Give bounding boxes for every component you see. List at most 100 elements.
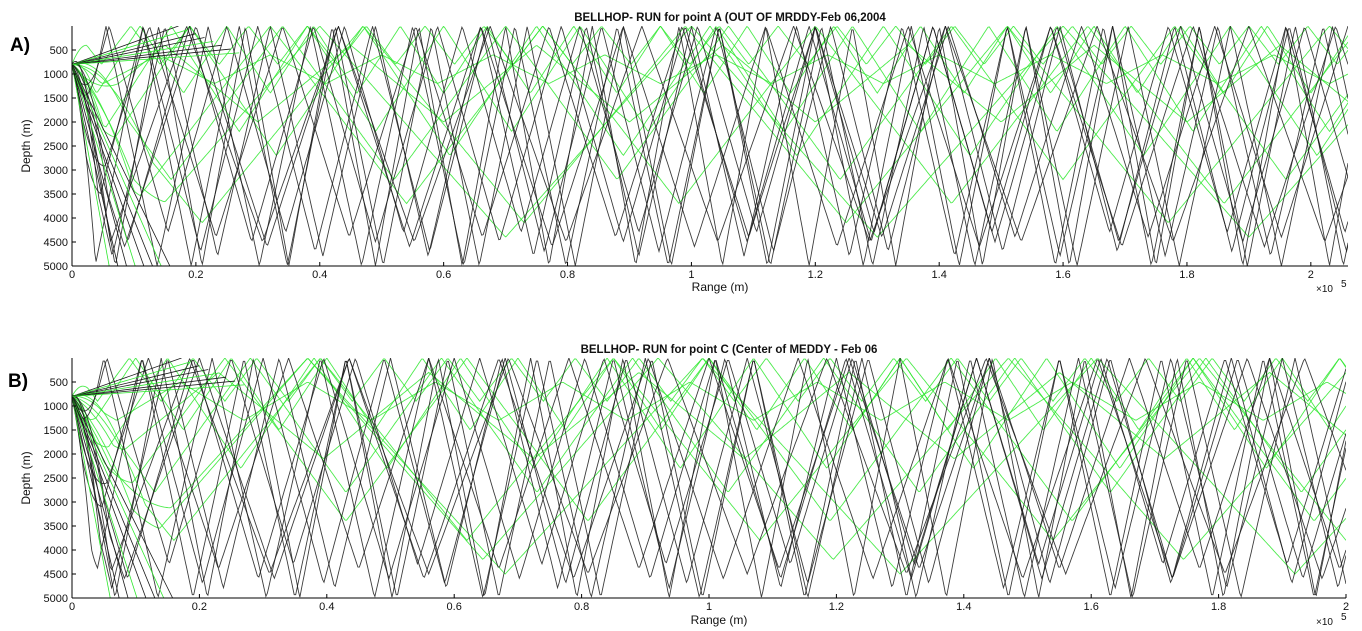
x-tick-label: 1.8 [1179,269,1194,281]
chart-title: BELLHOP- RUN for point A (OUT OF MRDDY-F… [574,12,886,24]
y-tick-label: 2500 [44,141,68,153]
x-tick-label: 0.2 [188,269,203,281]
x-tick-label: 1.6 [1055,269,1070,281]
source-fan-ray [72,396,129,598]
source-fan-ray [72,380,236,397]
black-ray-8 [72,26,1348,233]
x-tick-label: 0.6 [447,601,462,613]
x-axis-exponent-power: 5 [1341,612,1347,623]
green-ray-2 [72,26,1348,133]
x-tick-label: 1 [706,601,712,613]
green-ray-9 [72,26,1348,238]
x-axis-label: Range (m) [692,280,749,294]
source-fan-ray [72,64,127,266]
y-tick-label: 4500 [44,569,68,581]
source-fan-ray [72,29,188,65]
x-axis-exponent: ×10 [1316,617,1333,628]
source-fan-ray [72,44,222,65]
chart-panel-a: 0 0.2 0.4 0.6 0.8 1 1.2 1.4 1.6 1.8 25001000150020… [19,12,1348,295]
black-ray-6 [72,26,1348,249]
y-tick-label: 5000 [44,593,68,605]
source-fan-ray [72,396,120,598]
x-axis-exponent: ×10 [1316,284,1333,295]
green-ray-1 [72,358,1346,431]
y-tick-label: 4000 [44,213,68,225]
source-fan-ray [72,372,218,397]
source-fan-ray [72,64,136,266]
x-tick-label: 2 [1343,601,1349,613]
black-ray-9 [72,26,1348,242]
x-tick-label: 0.6 [436,269,451,281]
chart-panel-b: 0 0.2 0.4 0.6 0.8 1 1.2 1.4 1.6 1.8 25001000150020… [19,344,1349,628]
green-ray-6 [72,26,1348,224]
black-ray-4 [72,26,1348,244]
black-ray-3 [72,358,1346,584]
source-fan-ray [72,48,231,65]
green-ray-5 [72,26,1348,205]
x-tick-label: 0.4 [312,269,327,281]
x-tick-label: 2 [1308,269,1314,281]
y-tick-label: 3500 [44,189,68,201]
rays-group [72,26,1348,266]
x-tick-label: 1 [688,269,694,281]
source-fan-ray [72,396,111,598]
x-axis-exponent-power: 5 [1341,279,1347,290]
source-fan-ray [72,37,205,65]
green-ray-1 [72,26,1348,94]
y-tick-label: 1500 [44,425,68,437]
source-fan-ray [72,365,200,397]
y-axis-label: Depth (m) [19,451,33,504]
source-fan-ray [72,361,191,397]
y-tick-label: 2000 [44,117,68,129]
source-fan-ray [72,396,147,598]
black-ray-6 [72,358,1346,580]
y-tick-label: 500 [50,377,68,389]
y-tick-label: 3500 [44,521,68,533]
green-ray-0 [72,26,1348,65]
source-fan-ray [72,376,227,397]
x-tick-label: 0.8 [574,601,589,613]
y-tick-label: 4500 [44,237,68,249]
x-tick-label: 0.2 [192,601,207,613]
source-fan-ray [72,64,171,266]
source-fan-ray [72,64,153,266]
green-ray-0 [72,358,1346,402]
black-ray-2 [72,358,1346,590]
y-tick-label: 1000 [44,401,68,413]
black-ray-1 [72,26,1348,266]
source-fan-ray [72,64,145,266]
source-fan-ray [72,384,245,397]
y-tick-label: 4000 [44,545,68,557]
source-fan-ray [72,52,240,65]
x-tick-label: 1.4 [956,601,971,613]
source-fan-ray [72,26,179,65]
green-ray-8 [72,44,1348,123]
source-fan-ray [72,64,110,266]
source-fan-ray [72,369,209,397]
x-tick-label: 1.6 [1084,601,1099,613]
panel-label-a: A) [10,35,31,56]
x-tick-label: 1.8 [1211,601,1226,613]
rays-group [72,358,1346,598]
green-ray-8 [72,371,1346,460]
y-tick-label: 1000 [44,69,68,81]
source-fan-ray [72,358,182,397]
y-tick-label: 2500 [44,473,68,485]
y-tick-label: 3000 [44,165,68,177]
x-tick-label: 1.4 [932,269,947,281]
y-tick-label: 1500 [44,93,68,105]
green-ray-4 [72,358,1346,521]
y-tick-label: 500 [50,45,68,57]
x-tick-label: 1.2 [808,269,823,281]
x-tick-label: 0 [69,601,75,613]
black-ray-3 [72,26,1348,254]
y-tick-label: 5000 [44,261,68,273]
source-fan-ray [72,396,156,598]
panel-label-b: B) [8,371,29,392]
source-fan-ray [72,40,214,65]
source-fan-ray [72,396,174,598]
x-axis-label: Range (m) [691,613,748,627]
source-fan-ray [72,396,138,598]
black-ray-4 [72,358,1346,580]
